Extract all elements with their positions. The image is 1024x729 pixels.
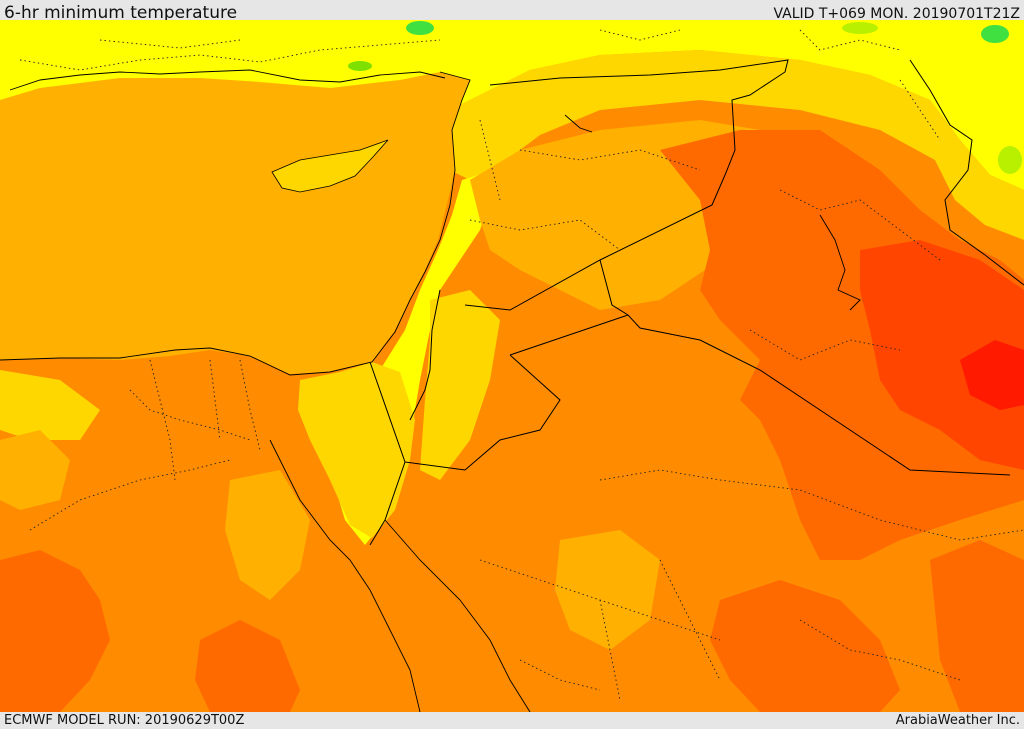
valid-time: VALID T+069 MON. 20190701T21Z bbox=[773, 6, 1020, 22]
red-sea-amber bbox=[225, 470, 310, 600]
western-desert-gold bbox=[0, 370, 100, 440]
model-run-label: ECMWF MODEL RUN: 20190629T00Z bbox=[4, 713, 245, 728]
arabia-red-orange bbox=[710, 580, 900, 712]
green-patch-n bbox=[348, 61, 372, 71]
jordan-gold bbox=[420, 290, 500, 480]
map-title: 6-hr minimum temperature bbox=[4, 3, 238, 23]
green-patch-ne2 bbox=[842, 22, 878, 34]
egypt-red-orange-2 bbox=[195, 620, 300, 712]
cyprus bbox=[271, 139, 389, 193]
green-patch-nw bbox=[406, 21, 434, 35]
country-borders bbox=[369, 59, 1024, 546]
basra-red-core bbox=[960, 340, 1024, 410]
header-bar bbox=[0, 0, 1024, 20]
arabia-amber-2 bbox=[0, 430, 70, 510]
egypt-red-orange bbox=[0, 550, 110, 712]
green-patch-ne bbox=[981, 25, 1009, 43]
arabia-amber bbox=[555, 530, 660, 650]
northern-yellow-band bbox=[0, 20, 1024, 190]
arabia-red-orange-2 bbox=[930, 540, 1024, 712]
footer-bar bbox=[0, 712, 1024, 729]
coastlines bbox=[0, 69, 861, 712]
iraq-red-orange bbox=[660, 130, 1024, 560]
mediterranean-sea bbox=[0, 72, 470, 374]
temperature-map[interactable] bbox=[0, 20, 1024, 712]
green-patch-e bbox=[998, 146, 1022, 174]
province-borders bbox=[19, 29, 1024, 701]
credit-label: ArabiaWeather Inc. bbox=[895, 713, 1020, 728]
southeast-iraq-red bbox=[860, 240, 1024, 470]
